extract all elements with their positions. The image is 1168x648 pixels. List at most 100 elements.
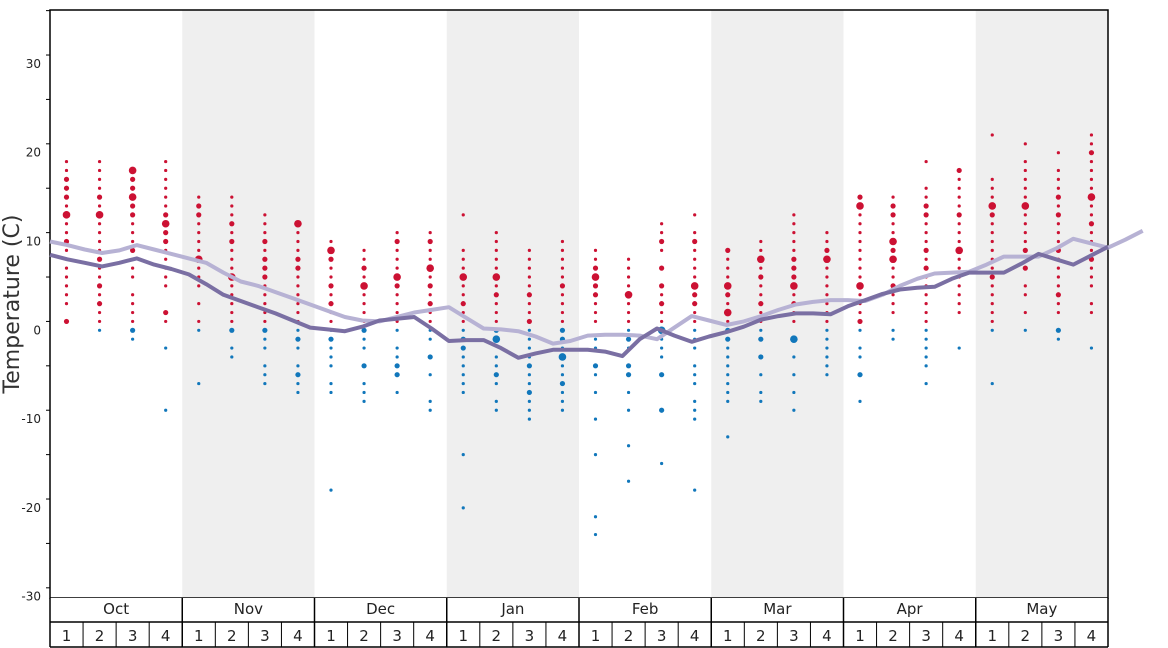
observation-dot	[693, 381, 697, 386]
observation-dot	[725, 292, 731, 298]
observation-dot	[660, 310, 664, 315]
month-label: Feb	[632, 600, 659, 618]
observation-dot	[64, 248, 69, 252]
observation-dot	[128, 193, 137, 201]
observation-dot	[362, 248, 366, 252]
observation-dot	[494, 266, 498, 270]
observation-dot	[889, 255, 897, 264]
observation-dot	[97, 231, 102, 235]
observation-dot	[1056, 275, 1060, 279]
observation-dot	[64, 231, 69, 235]
observation-dot	[263, 381, 267, 386]
observation-dot	[559, 327, 566, 333]
observation-dot	[197, 266, 201, 270]
observation-dot	[527, 302, 531, 306]
observation-dot	[197, 222, 201, 226]
observation-dot	[395, 310, 399, 315]
observation-dot	[660, 231, 664, 235]
week-label: 3	[789, 627, 799, 645]
observation-dot	[726, 275, 730, 279]
observation-dot	[296, 364, 300, 368]
observation-dot	[1089, 302, 1094, 306]
observation-dot	[660, 346, 664, 350]
observation-dot	[792, 373, 796, 377]
observation-dot	[792, 355, 796, 359]
observation-dot	[923, 247, 929, 253]
observation-dot	[361, 327, 367, 333]
observation-dot	[1088, 221, 1095, 227]
observation-dot	[790, 282, 798, 290]
observation-dot	[856, 282, 864, 290]
observation-dot	[624, 290, 633, 299]
observation-dot	[493, 292, 499, 298]
week-label: 3	[525, 627, 535, 645]
observation-dot	[493, 372, 499, 378]
observation-dot	[296, 381, 300, 386]
observation-dot	[857, 318, 863, 325]
observation-dot	[791, 274, 797, 280]
observation-dot	[362, 257, 366, 261]
week-label: 4	[425, 627, 435, 645]
observation-dot	[858, 293, 862, 297]
month-band	[446, 10, 579, 598]
observation-dot	[726, 355, 730, 359]
observation-dot	[957, 346, 961, 350]
y-tick-label: -30	[21, 590, 41, 604]
observation-dot	[759, 293, 763, 297]
observation-dot	[362, 337, 366, 341]
observation-dot	[461, 293, 465, 297]
observation-dot	[360, 282, 368, 290]
observation-dot	[891, 266, 895, 270]
observation-dot	[197, 302, 201, 306]
observation-dot	[693, 373, 697, 377]
observation-dot	[626, 408, 631, 412]
observation-dot	[427, 354, 433, 360]
observation-dot	[461, 355, 465, 359]
observation-dot	[592, 292, 599, 298]
observation-dot	[229, 238, 235, 245]
observation-dot	[63, 176, 70, 182]
observation-dot	[263, 248, 267, 252]
observation-dot	[1023, 186, 1027, 190]
month-label: May	[1026, 600, 1057, 618]
observation-dot	[693, 346, 697, 350]
observation-dot	[327, 246, 335, 255]
month-bands	[182, 10, 1108, 598]
observation-dot	[592, 265, 599, 271]
week-label: 1	[458, 627, 468, 645]
observation-dot	[263, 302, 267, 306]
observation-dot	[492, 335, 501, 343]
observation-dot	[64, 266, 69, 270]
observation-dot	[1056, 337, 1060, 341]
observation-dot	[956, 212, 962, 218]
observation-dot	[825, 346, 829, 350]
observation-dot	[63, 318, 70, 325]
observation-dot	[362, 390, 366, 395]
observation-dot	[527, 266, 531, 270]
observation-dot	[131, 275, 135, 279]
observation-dot	[527, 284, 531, 288]
observation-dot	[526, 363, 532, 369]
observation-dot	[924, 231, 928, 235]
observation-dot	[560, 275, 565, 279]
observation-dot	[792, 231, 796, 235]
observation-dot	[527, 275, 531, 279]
observation-dot	[758, 336, 764, 342]
observation-dot	[197, 248, 201, 252]
observation-dot	[560, 239, 565, 244]
observation-dot	[825, 239, 829, 244]
observation-dot	[825, 302, 829, 306]
observation-dot	[957, 222, 961, 226]
week-label: 3	[392, 627, 402, 645]
observation-dot	[924, 302, 928, 306]
observation-dot	[692, 292, 698, 298]
observation-dot	[527, 248, 531, 252]
observation-dot	[263, 364, 267, 368]
observation-dot	[230, 302, 234, 306]
observation-dot	[924, 293, 928, 297]
observation-dot	[197, 381, 201, 386]
observation-dot	[957, 310, 961, 315]
observation-dot	[592, 363, 599, 369]
observation-dot	[362, 346, 366, 350]
observation-dot	[792, 319, 796, 324]
